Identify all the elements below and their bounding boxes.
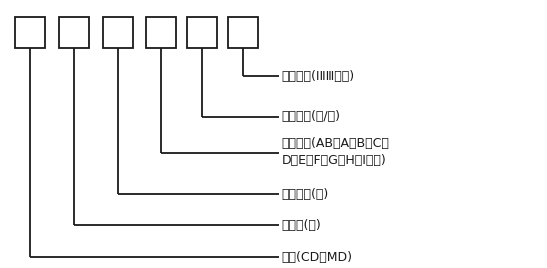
Text: 型号(CD、MD): 型号(CD、MD) — [282, 251, 353, 264]
Bar — [59, 17, 89, 48]
Text: 起升高度(米): 起升高度(米) — [282, 188, 329, 201]
Text: 起重量(吨): 起重量(吨) — [282, 219, 322, 232]
Bar — [15, 17, 45, 48]
Bar — [229, 17, 258, 48]
Text: 结构型式(AB、A、B、C、
D、E、F、G、H、I表示): 结构型式(AB、A、B、C、 D、E、F、G、H、I表示) — [282, 137, 389, 167]
Text: 运行速度(米/分): 运行速度(米/分) — [282, 110, 341, 123]
Bar — [103, 17, 133, 48]
Text: 配套型式(ⅠⅡⅢ表示): 配套型式(ⅠⅡⅢ表示) — [282, 70, 355, 83]
Bar — [187, 17, 218, 48]
Bar — [146, 17, 176, 48]
